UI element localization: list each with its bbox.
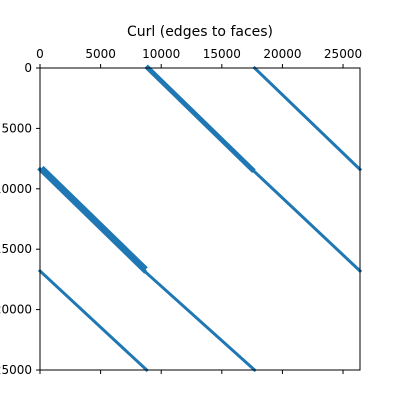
x-tick-label: 5000 — [85, 47, 116, 61]
nonzero-band-3 — [40, 169, 144, 270]
y-tick-label: 10000 — [0, 182, 32, 196]
y-tick-label: 15000 — [0, 242, 32, 256]
y-tick-label: 20000 — [0, 303, 32, 317]
nonzero-band-7 — [40, 271, 147, 370]
y-axis-ticks: 0 5000 10000 15000 20000 25000 — [0, 61, 40, 377]
nonzero-band-2 — [255, 68, 360, 169]
plot-frame — [40, 68, 360, 370]
nonzero-band-1 — [148, 68, 252, 169]
y-tick-label: 5000 — [1, 121, 32, 135]
x-tick-label: 20000 — [263, 47, 301, 61]
y-tick-label: 0 — [24, 61, 32, 75]
data-marks — [40, 68, 360, 370]
nonzero-band-8 — [144, 271, 254, 370]
nonzero-band-6 — [44, 169, 145, 267]
x-tick-label: 25000 — [324, 47, 362, 61]
chart-title: Curl (edges to faces) — [127, 24, 273, 40]
x-tick-label: 15000 — [203, 47, 241, 61]
nonzero-band-5 — [252, 169, 360, 270]
y-tick-label: 25000 — [0, 363, 32, 377]
x-tick-label: 10000 — [142, 47, 180, 61]
x-tick-label: 0 — [36, 47, 44, 61]
